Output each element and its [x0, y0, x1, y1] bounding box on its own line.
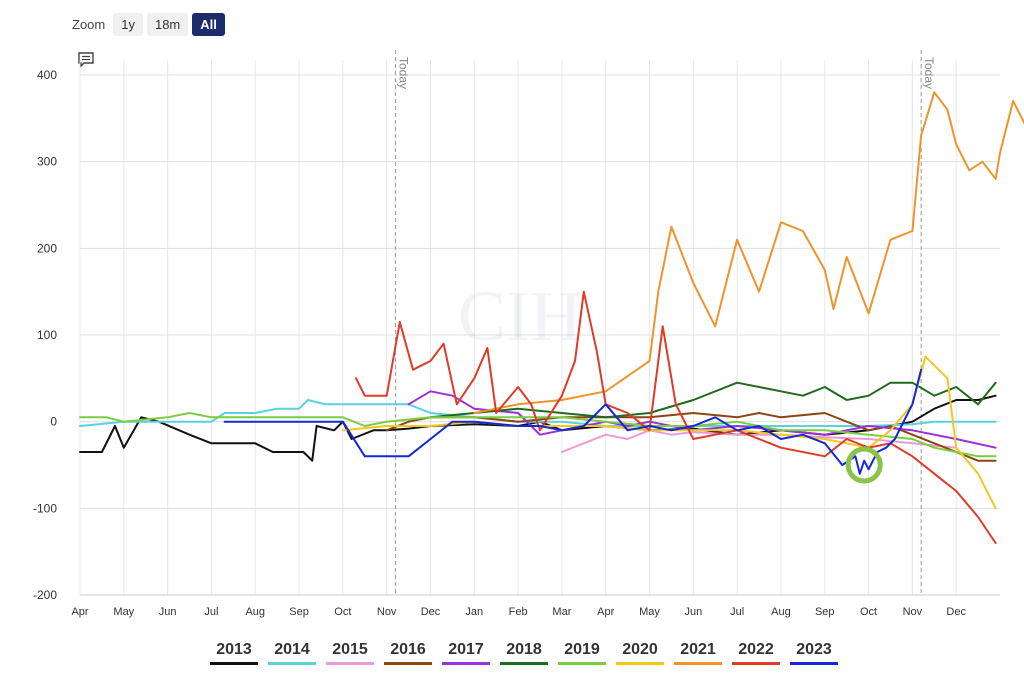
x-tick-label: Sep [289, 606, 309, 618]
x-tick-label: Nov [377, 606, 397, 618]
legend-item-2020[interactable]: 2020 [616, 640, 664, 665]
zoom-all-button[interactable]: All [192, 12, 225, 36]
legend-swatch [500, 662, 548, 665]
legend-swatch [442, 662, 490, 665]
x-tick-label: Dec [421, 606, 441, 618]
axes: Apr May Jun Jul Aug Sep Oct Nov Dec Jan Feb Mar Apr M… [33, 68, 1000, 618]
today-lines: Today Today [394, 50, 936, 595]
legend-swatch [790, 662, 838, 665]
series-line-2021[interactable] [473, 79, 1024, 414]
zoom-bar: Zoom 1y 18m All [72, 11, 225, 37]
legend-label: 2017 [448, 641, 484, 658]
zoom-label: Zoom [72, 16, 106, 32]
legend-label: 2020 [622, 641, 658, 658]
highlight-circle [845, 446, 883, 484]
legend-item-2022[interactable]: 2022 [732, 640, 780, 665]
legend-item-2021[interactable]: 2021 [674, 640, 722, 665]
x-tick-label: May [113, 606, 134, 618]
legend-swatch [326, 662, 374, 665]
legend-swatch [558, 662, 606, 665]
x-tick-label: Jun [684, 606, 702, 618]
watermark: CIH [458, 276, 582, 356]
y-tick-label: 100 [37, 328, 57, 342]
chart: CIH Today Today Apr May Jun Jul Aug Sep Oct Nov D… [33, 50, 1024, 618]
legend-label: 2015 [332, 641, 368, 658]
legend-item-2013[interactable]: 2013 [210, 640, 258, 665]
y-tick-label: -200 [33, 588, 57, 602]
x-tick-label: Jul [730, 606, 744, 618]
x-tick-label: Aug [771, 606, 791, 618]
legend-label: 2021 [680, 641, 716, 658]
y-tick-label: 200 [37, 241, 57, 255]
series-line-2017[interactable] [407, 390, 997, 449]
legend-item-2016[interactable]: 2016 [384, 640, 432, 665]
series-line-2016[interactable] [385, 412, 997, 462]
x-tick-label: Mar [552, 606, 571, 618]
y-tick-label: 0 [50, 415, 57, 429]
y-tick-label: -100 [33, 501, 57, 515]
legend-item-2015[interactable]: 2015 [326, 640, 374, 665]
legend-label: 2014 [274, 641, 310, 658]
legend-swatch [616, 662, 664, 665]
annotations [845, 446, 883, 484]
x-tick-label: Feb [509, 606, 528, 618]
legend-item-2019[interactable]: 2019 [558, 640, 606, 665]
legend: 2013 2014 2015 2016 2017 2018 2019 2020 2021 2022… [210, 640, 838, 665]
x-tick-label: Aug [245, 606, 265, 618]
zoom-18m-button[interactable]: 18m [146, 12, 189, 36]
comment-icon[interactable] [78, 52, 94, 68]
x-tick-label: Jul [204, 606, 218, 618]
x-tick-label: Oct [334, 606, 351, 618]
today-label: Today [396, 57, 410, 89]
legend-swatch [210, 662, 258, 665]
x-tick-label: Jun [159, 606, 177, 618]
legend-label: 2022 [738, 641, 774, 658]
x-tick-label: May [639, 606, 660, 618]
series-line-2018[interactable] [429, 381, 997, 419]
today-label: Today [922, 57, 936, 89]
legend-label: 2019 [564, 641, 600, 658]
legend-swatch [268, 662, 316, 665]
legend-item-2017[interactable]: 2017 [442, 640, 490, 665]
legend-item-2014[interactable]: 2014 [268, 640, 316, 665]
legend-label: 2018 [506, 641, 542, 658]
y-tick-label: 400 [37, 68, 57, 82]
series-line-2015[interactable] [560, 429, 958, 453]
x-tick-label: Nov [903, 606, 923, 618]
series-line-2019[interactable] [79, 412, 997, 458]
legend-swatch [384, 662, 432, 665]
legend-item-2023[interactable]: 2023 [790, 640, 838, 665]
legend-swatch [732, 662, 780, 665]
legend-label: 2016 [390, 641, 426, 658]
legend-swatch [674, 662, 722, 665]
legend-label: 2023 [796, 641, 832, 658]
legend-label: 2013 [216, 641, 252, 658]
legend-item-2018[interactable]: 2018 [500, 640, 548, 665]
series-line-2023[interactable] [223, 368, 923, 475]
zoom-1y-button[interactable]: 1y [113, 12, 143, 36]
x-tick-label: Apr [71, 606, 88, 618]
x-tick-label: Jan [465, 606, 483, 618]
x-tick-label: Dec [946, 606, 966, 618]
x-tick-label: Apr [597, 606, 614, 618]
x-tick-label: Oct [860, 606, 877, 618]
y-tick-label: 300 [37, 155, 57, 169]
x-tick-label: Sep [815, 606, 835, 618]
